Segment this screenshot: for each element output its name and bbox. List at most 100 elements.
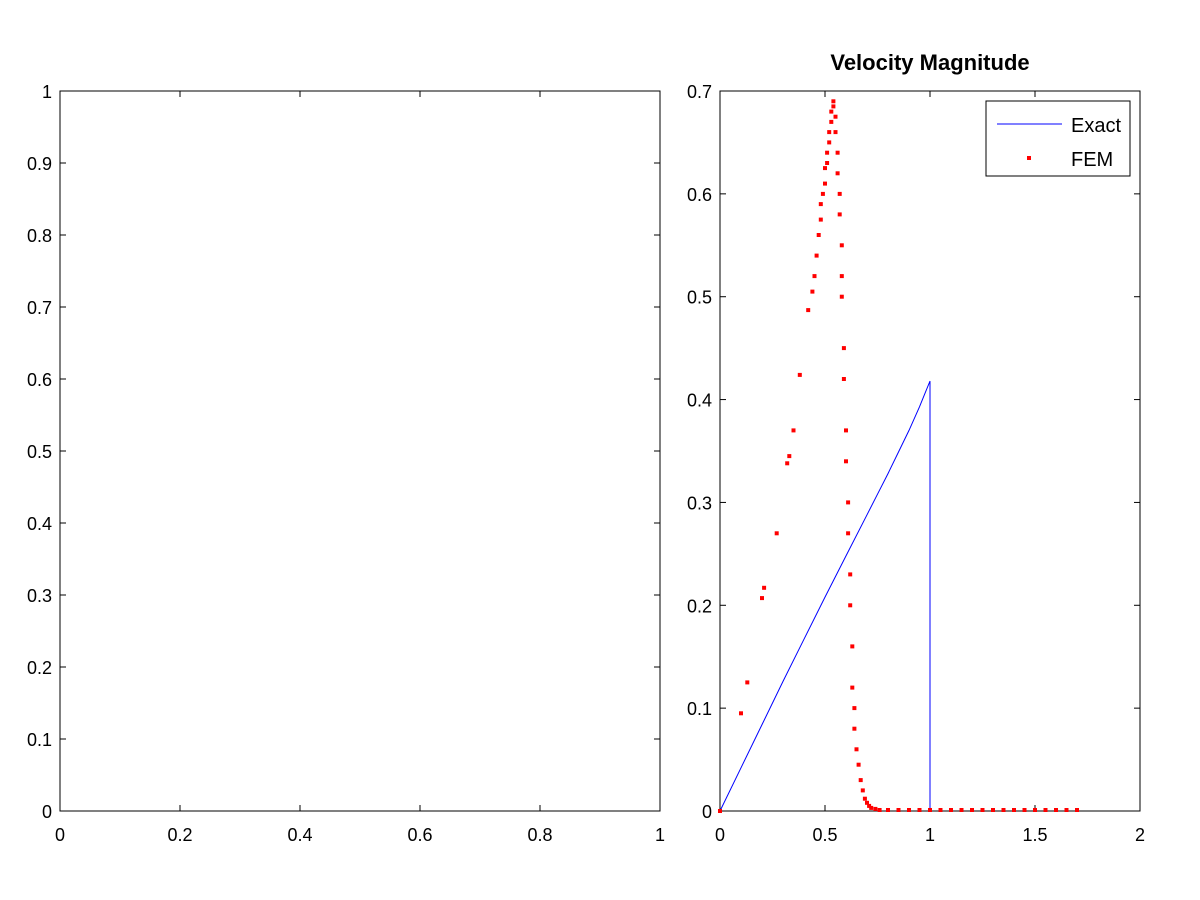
right-axes: Velocity Magnitude 0 0.5 1 1.5 2 00.10.20.30… (687, 50, 1145, 845)
fem-point (833, 130, 838, 135)
fem-point (806, 308, 811, 313)
left-plot-area (59, 90, 661, 812)
fem-point (917, 808, 922, 812)
chart-title: Velocity Magnitude (830, 50, 1029, 75)
fem-point (760, 596, 764, 601)
fem-point (949, 808, 953, 812)
fem-point (852, 706, 857, 711)
fem-point (820, 191, 825, 196)
fem-point (831, 104, 836, 109)
fem-point (991, 808, 995, 812)
fem-point (867, 803, 872, 808)
fem-point (818, 217, 823, 222)
fem-point (865, 800, 869, 805)
right-ytick-label: 0.7 (687, 82, 712, 102)
fem-point (852, 726, 857, 731)
legend-fem-marker (1027, 156, 1031, 160)
left-xtick-label: 1 (655, 825, 665, 845)
left-axes: 0 0.2 0.4 0.6 0.8 1 0 0.1 0.2 0.3 0.4 0.5 0.6 0.7 0.8… (27, 82, 665, 845)
fem-point (850, 685, 855, 690)
fem-point (844, 428, 848, 433)
fem-point (862, 796, 867, 801)
right-xtick-label: 0.5 (812, 825, 837, 845)
fem-point (848, 572, 853, 577)
right-ytick-label: 0.6 (687, 185, 712, 205)
fem-point (877, 808, 882, 812)
left-ytick-label: 0.5 (27, 442, 52, 462)
fem-point (1075, 808, 1079, 812)
fem-point (1022, 808, 1027, 812)
left-xtick-label: 0 (55, 825, 65, 845)
fem-point (928, 808, 932, 812)
fem-point (959, 808, 964, 812)
fem-point (785, 461, 790, 466)
fem-point (858, 778, 863, 783)
fem-point (970, 808, 974, 812)
fem-point (844, 459, 848, 464)
left-x-ticks: 0 0.2 0.4 0.6 0.8 1 (55, 91, 665, 845)
fem-point (1043, 808, 1048, 812)
left-ytick-label: 0.6 (27, 370, 52, 390)
left-xtick-label: 0.2 (167, 825, 192, 845)
right-ytick-label: 0.5 (687, 288, 712, 308)
fem-point (980, 808, 985, 812)
fem-point (816, 233, 821, 237)
fem-point (839, 274, 844, 279)
right-series (718, 99, 1079, 813)
fem-point (825, 150, 830, 155)
left-ytick-label: 0.8 (27, 226, 52, 246)
right-x-ticks: 0 0.5 1 1.5 2 (715, 91, 1145, 845)
left-ytick-label: 0.4 (27, 514, 52, 534)
fem-point (829, 119, 834, 124)
fem-point (839, 243, 844, 248)
left-ytick-label: 0.9 (27, 154, 52, 174)
left-ytick-label: 0.1 (27, 730, 52, 750)
fem-point (938, 808, 943, 812)
left-xtick-label: 0.8 (527, 825, 552, 845)
fem-point (846, 531, 851, 536)
fem-point (762, 585, 767, 590)
fem-point (791, 428, 796, 433)
left-ytick-label: 0 (42, 802, 52, 822)
fem-point (896, 808, 901, 812)
fem-point (825, 161, 830, 165)
fem-point (869, 805, 874, 810)
fem-point (839, 294, 844, 299)
left-ytick-label: 0.2 (27, 658, 52, 678)
fem-point (873, 806, 878, 811)
fem-point (837, 212, 842, 217)
fem-point (1001, 808, 1006, 812)
fem-point (846, 500, 851, 505)
fem-point (850, 644, 855, 649)
legend: Exact FEM (985, 100, 1131, 177)
right-ytick-label: 0.1 (687, 699, 712, 719)
fem-point (718, 809, 722, 813)
legend-box (985, 100, 1131, 177)
fem-point (837, 191, 842, 196)
fem-point (860, 788, 865, 793)
fem-point (823, 166, 827, 171)
fem-point (831, 99, 836, 104)
fem-point (745, 680, 750, 685)
fem-point (814, 253, 819, 258)
fem-point (827, 140, 832, 145)
fem-point (907, 808, 911, 812)
right-ytick-label: 0.4 (687, 391, 712, 411)
left-ytick-label: 0.3 (27, 586, 52, 606)
fem-point (841, 346, 846, 351)
right-ytick-label: 0 (702, 802, 712, 822)
fem-point (1012, 808, 1016, 812)
left-ytick-label: 0.7 (27, 298, 52, 318)
fem-point (829, 109, 834, 114)
left-y-ticks: 0 0.1 0.2 0.3 0.4 0.5 0.6 0.7 0.8 0.9 1 (27, 82, 660, 822)
fem-point (1054, 808, 1058, 812)
fem-point (833, 114, 838, 119)
fem-point (739, 711, 743, 716)
legend-exact-label: Exact (1071, 115, 1121, 137)
fem-point (797, 372, 802, 377)
fem-point (841, 377, 846, 381)
fem-point (1033, 808, 1037, 812)
left-xtick-label: 0.4 (287, 825, 312, 845)
fem-point (856, 762, 861, 767)
